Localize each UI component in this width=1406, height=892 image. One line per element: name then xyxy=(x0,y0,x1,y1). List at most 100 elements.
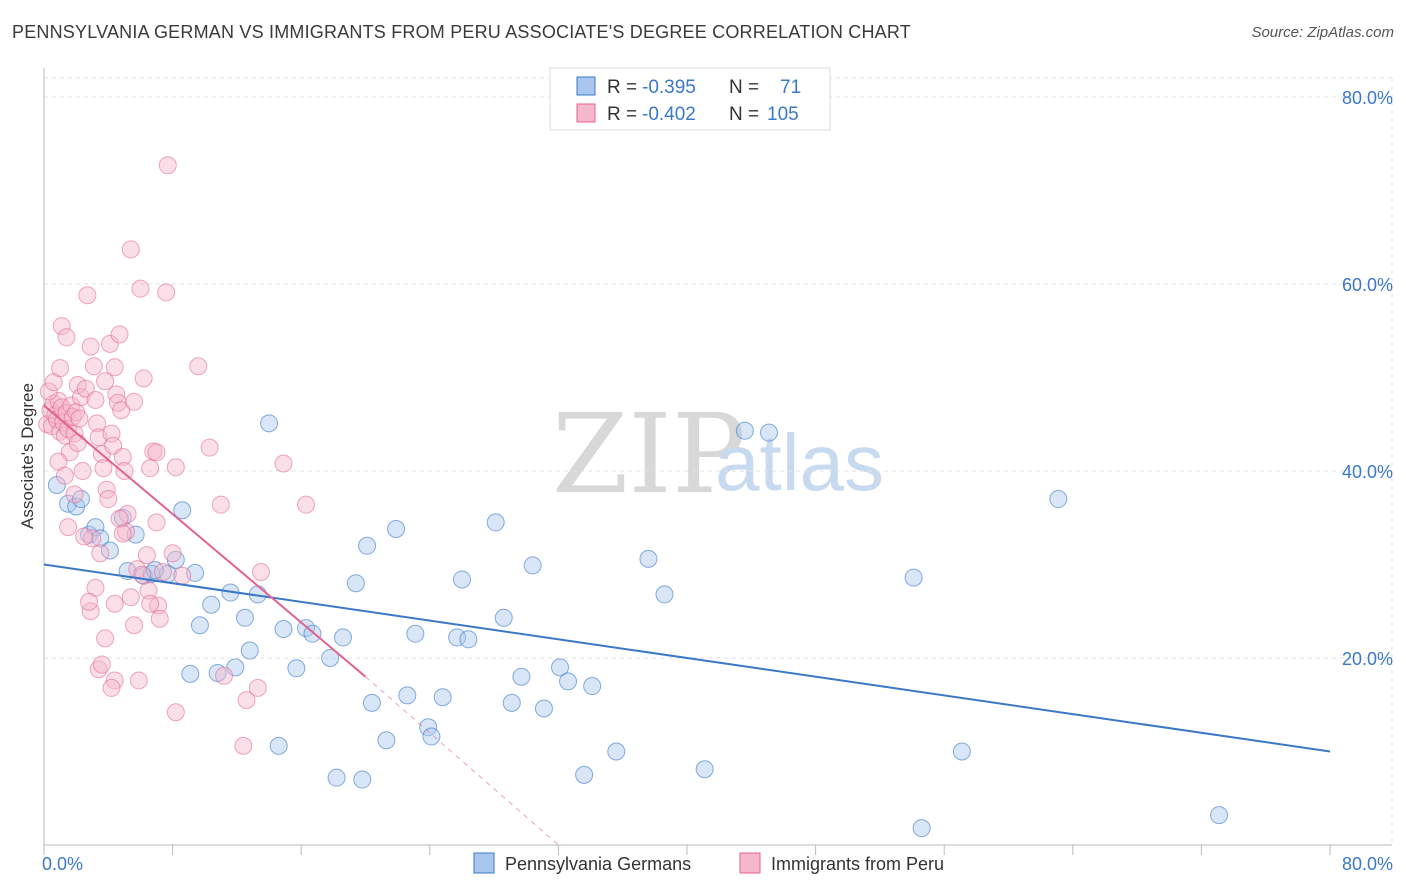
data-point-peru xyxy=(200,438,219,457)
data-point-peru xyxy=(166,703,185,722)
data-point-peru xyxy=(125,392,144,411)
data-point-peru xyxy=(113,447,132,466)
x-tick-label-max: 80.0% xyxy=(1342,854,1393,874)
data-point-pennsylvania-german xyxy=(534,699,553,718)
watermark-zip: ZIP xyxy=(552,390,746,518)
data-point-peru xyxy=(102,678,121,697)
source-label: Source: ZipAtlas.com xyxy=(1251,24,1394,41)
legend-r-value-1: -0.395 xyxy=(642,77,696,98)
data-point-peru xyxy=(110,325,129,344)
data-point-pennsylvania-german xyxy=(235,608,254,627)
y-tick-label: 40.0% xyxy=(1342,462,1393,482)
data-point-pennsylvania-german xyxy=(398,686,417,705)
data-point-peru xyxy=(215,666,234,685)
data-point-peru xyxy=(113,524,132,543)
stats-legend-box xyxy=(549,67,831,131)
legend-n-value-2: 105 xyxy=(767,104,799,125)
data-point-peru xyxy=(163,544,182,563)
data-point-peru xyxy=(147,443,166,462)
data-point-peru xyxy=(81,602,100,621)
data-point-peru xyxy=(55,466,74,485)
data-point-peru xyxy=(70,409,89,428)
data-point-peru xyxy=(166,458,185,477)
trend-line-extension-peru xyxy=(365,676,559,846)
data-point-peru xyxy=(297,495,316,514)
data-point-pennsylvania-german xyxy=(494,608,513,627)
data-point-peru xyxy=(99,490,118,509)
data-point-peru xyxy=(81,337,100,356)
data-point-peru xyxy=(141,459,160,478)
data-point-peru xyxy=(84,357,103,376)
data-point-pennsylvania-german xyxy=(559,672,578,691)
data-point-peru xyxy=(80,592,99,611)
data-point-peru xyxy=(252,562,271,581)
data-point-peru xyxy=(248,678,267,697)
chart-title: PENNSYLVANIA GERMAN VS IMMIGRANTS FROM P… xyxy=(12,22,911,42)
data-point-peru xyxy=(57,328,76,347)
data-point-peru xyxy=(94,459,113,478)
y-tick-label: 60.0% xyxy=(1342,275,1393,295)
data-point-peru xyxy=(116,522,135,541)
trend-line-pennsylvania-germans xyxy=(43,563,1331,753)
data-point-pennsylvania-german xyxy=(735,421,754,440)
data-point-pennsylvania-german xyxy=(422,727,441,746)
data-point-peru xyxy=(65,485,84,504)
y-axis-label: Associate's Degree xyxy=(18,383,37,529)
data-point-peru xyxy=(110,509,129,528)
data-point-peru xyxy=(75,527,94,546)
data-point-peru xyxy=(86,390,105,409)
data-point-pennsylvania-german xyxy=(433,688,452,707)
data-point-peru xyxy=(137,546,156,565)
data-point-peru xyxy=(96,372,115,391)
data-point-pennsylvania-german xyxy=(353,770,372,789)
axes xyxy=(43,68,1392,855)
data-point-peru xyxy=(157,283,176,302)
data-point-pennsylvania-german xyxy=(452,570,471,589)
legend-swatch-blue xyxy=(576,76,596,96)
data-point-pennsylvania-german xyxy=(274,620,293,639)
data-point-pennsylvania-german xyxy=(346,574,365,593)
data-point-pennsylvania-german xyxy=(333,628,352,647)
data-point-peru xyxy=(73,462,92,480)
data-point-pennsylvania-german xyxy=(912,819,931,838)
data-point-peru xyxy=(71,388,90,407)
data-point-pennsylvania-german xyxy=(607,742,626,761)
bottom-legend-label-1: Pennsylvania Germans xyxy=(505,854,691,874)
data-point-peru xyxy=(234,736,253,755)
stats-legend: R = -0.395 N = 71 R = -0.402 N = 105 xyxy=(549,67,831,131)
data-point-peru xyxy=(134,369,153,388)
data-point-peru xyxy=(105,594,124,613)
data-point-pennsylvania-german xyxy=(448,628,467,647)
legend-n-label-1: N = xyxy=(729,77,759,98)
data-point-peru xyxy=(173,566,192,585)
data-point-peru xyxy=(59,518,78,537)
data-point-pennsylvania-german xyxy=(377,731,396,750)
data-point-peru xyxy=(92,655,111,674)
legend-swatch-pink xyxy=(576,103,596,123)
bottom-legend-swatch-blue xyxy=(473,852,495,874)
data-point-peru xyxy=(78,286,97,305)
data-point-peru xyxy=(100,334,119,353)
watermark: ZIP atlas xyxy=(552,390,884,518)
bottom-legend-label-2: Immigrants from Peru xyxy=(771,854,944,874)
data-point-pennsylvania-german xyxy=(240,641,259,660)
data-point-peru xyxy=(150,609,169,628)
data-point-peru xyxy=(105,358,124,377)
data-point-peru xyxy=(91,544,110,563)
data-point-pennsylvania-german xyxy=(190,616,209,635)
data-point-pennsylvania-german xyxy=(260,414,279,433)
series-immigrants-from-peru xyxy=(38,156,316,755)
data-point-peru xyxy=(129,671,148,690)
y-tick-label: 20.0% xyxy=(1342,649,1393,669)
data-point-pennsylvania-german xyxy=(1210,806,1229,825)
data-point-pennsylvania-german xyxy=(406,624,425,643)
trend-line-immigrants-from-peru xyxy=(43,404,367,678)
data-point-pennsylvania-german xyxy=(583,677,602,696)
data-point-pennsylvania-german xyxy=(321,649,340,667)
data-point-pennsylvania-german xyxy=(327,768,346,787)
data-point-peru xyxy=(189,357,208,376)
data-point-peru xyxy=(158,156,177,175)
data-point-peru xyxy=(88,414,107,433)
x-tick-labels: 0.0% 80.0% xyxy=(42,854,1393,874)
data-point-peru xyxy=(237,691,256,710)
